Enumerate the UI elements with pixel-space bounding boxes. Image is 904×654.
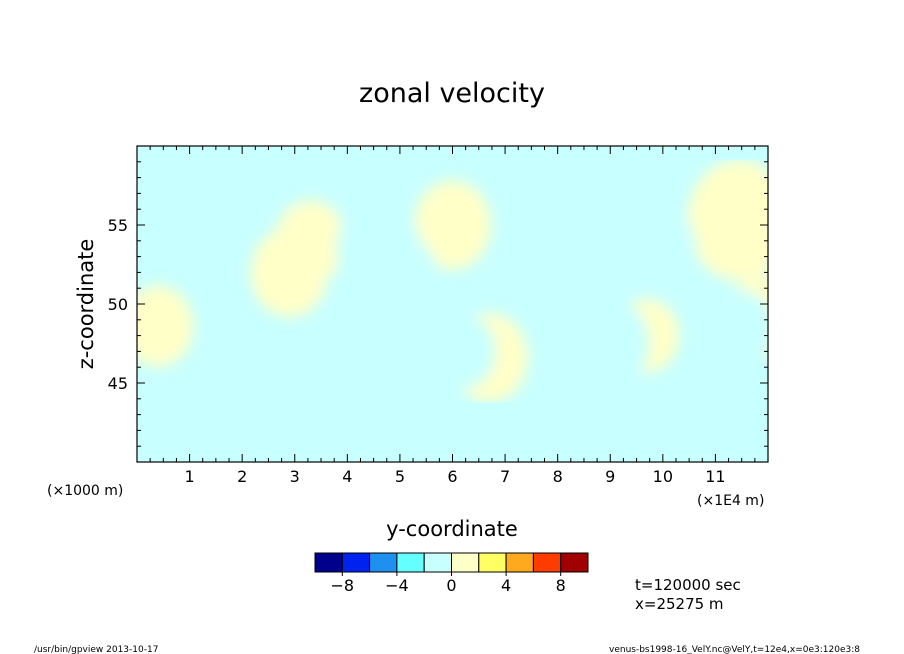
contour-level — [137, 172, 186, 246]
colorbar-swatch — [369, 552, 398, 573]
colorbar-swatch — [423, 552, 453, 573]
x-tick-label: 2 — [237, 467, 247, 486]
field-feature-M — [618, 203, 697, 294]
x-tick-label: 8 — [553, 467, 563, 486]
field-blobs — [137, 159, 768, 403]
contour-level — [709, 290, 768, 365]
y-tick-label: 55 — [108, 216, 128, 235]
colorbar-tick-label: −4 — [385, 576, 409, 595]
x-tick-label: 6 — [447, 467, 457, 486]
y-axis-ticks: 45 50 55 — [108, 145, 768, 463]
field-feature-N — [709, 290, 768, 365]
contour-level — [687, 159, 768, 281]
colorbar-swatch — [505, 552, 534, 573]
contour-level — [361, 235, 439, 326]
footer-left: /usr/bin/gpview 2013-10-17 — [34, 645, 158, 654]
x-tick-label: 3 — [290, 467, 300, 486]
time-label: t=120000 sec — [635, 576, 741, 594]
contour-level — [535, 243, 601, 318]
x-tick-label: 9 — [605, 467, 615, 486]
colorbar-swatch — [478, 552, 507, 573]
colorbar-swatch — [396, 552, 425, 573]
x-unit-note: (×1E4 m) — [697, 493, 764, 509]
colorbar-swatch — [314, 552, 343, 573]
field-feature-F — [137, 285, 194, 367]
contour-level — [618, 203, 697, 294]
position-label: x=25275 m — [635, 595, 724, 613]
colorbar-tick-label: 0 — [446, 576, 456, 595]
colorbar-tick-label: 8 — [556, 576, 566, 595]
x-tick-label: 7 — [500, 467, 510, 486]
field-feature-B — [413, 180, 492, 270]
colorbar-swatch — [451, 552, 480, 573]
colorbar: −8 −4 0 4 8 — [314, 552, 589, 595]
y-tick-label: 50 — [108, 295, 128, 314]
field-feature-K — [137, 172, 186, 246]
contour-level — [413, 180, 492, 270]
y-axis-title: z-coordinate — [74, 239, 98, 370]
x-tick-label: 11 — [705, 467, 725, 486]
y-tick-label: 45 — [108, 374, 128, 393]
contour-level — [250, 227, 329, 318]
x-tick-label: 4 — [342, 467, 352, 486]
colorbar-swatch — [341, 552, 371, 573]
contour-field — [137, 159, 768, 403]
field-feature-D — [250, 227, 329, 318]
colorbar-swatch — [532, 552, 562, 573]
colorbar-tick-label: −8 — [331, 576, 355, 595]
field-feature-O — [535, 243, 601, 318]
y-unit-note: (×1000 m) — [47, 483, 123, 499]
contour-level — [430, 314, 496, 389]
x-tick-label: 10 — [653, 467, 673, 486]
colorbar-swatch — [560, 552, 589, 573]
chart-title: zonal velocity — [359, 78, 545, 109]
footer-right: venus-bs1998-16_VelY.nc@VelY,t=12e4,x=0e… — [609, 645, 860, 654]
x-axis-ticks: 1 2 3 4 5 6 7 8 9 10 11 — [136, 146, 769, 486]
colorbar-tick-label: 4 — [501, 576, 511, 595]
field-feature-L — [571, 298, 650, 389]
contour-level — [137, 285, 194, 367]
x-tick-label: 1 — [184, 467, 194, 486]
contour-level — [571, 298, 650, 389]
x-axis-title: y-coordinate — [386, 517, 518, 541]
field-feature-J — [361, 235, 439, 326]
x-tick-label: 5 — [395, 467, 405, 486]
field-feature-P — [430, 314, 496, 389]
field-feature-A — [687, 159, 768, 281]
